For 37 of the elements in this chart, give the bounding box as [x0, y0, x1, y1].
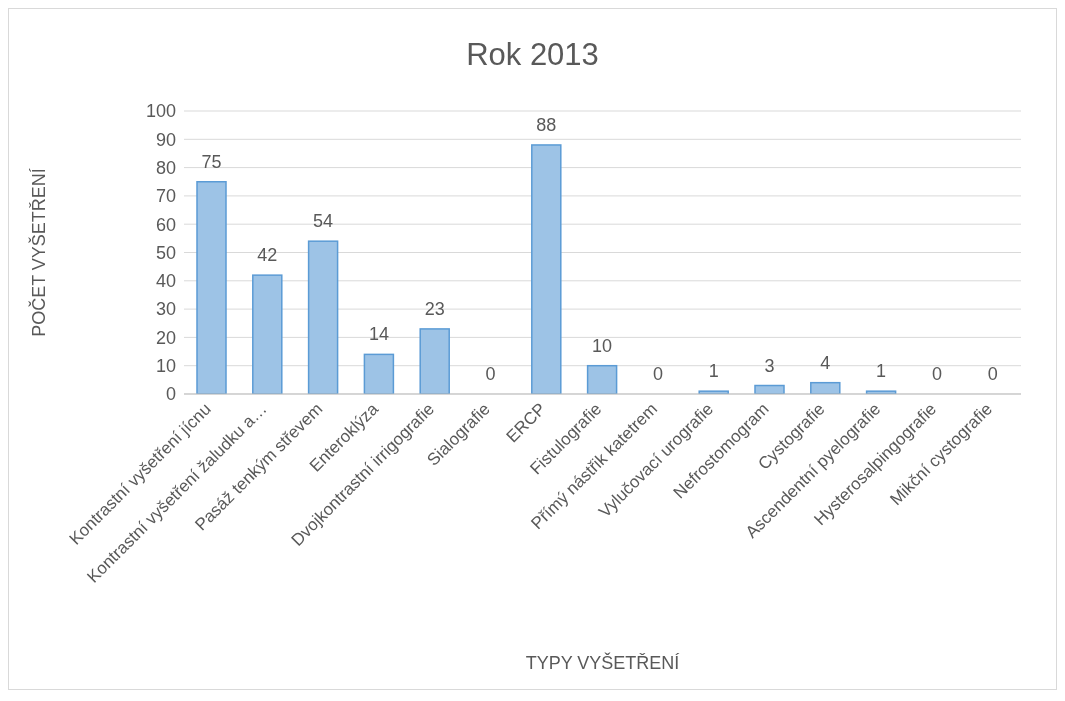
chart-title: Rok 2013 [465, 36, 600, 74]
data-label: 88 [536, 114, 557, 135]
data-label: 23 [424, 298, 445, 319]
y-axis-title: POČET VYŠETŘENÍ [28, 168, 50, 337]
data-label: 4 [820, 352, 831, 373]
data-label: 1 [876, 361, 887, 382]
bar [363, 353, 395, 394]
data-label: 3 [764, 355, 775, 376]
data-label: 0 [987, 364, 998, 384]
y-tick-label: 30 [155, 299, 176, 320]
bar [196, 181, 227, 394]
y-tick-label: 20 [155, 327, 176, 348]
data-label: 42 [257, 245, 278, 266]
y-tick-label: 80 [155, 157, 176, 178]
data-label: 0 [931, 364, 942, 384]
data-label: 54 [313, 211, 334, 232]
data-label: 0 [652, 364, 663, 384]
y-tick-label: 50 [155, 242, 176, 263]
data-label: 0 [485, 364, 496, 384]
data-label: 75 [201, 151, 222, 172]
bar [252, 274, 283, 394]
y-tick-label: 40 [155, 271, 176, 292]
bar [810, 381, 841, 394]
bar [307, 240, 339, 394]
y-tick-label: 70 [155, 186, 176, 207]
bar [531, 144, 562, 394]
x-axis-title: TYPY VYŠETŘENÍ [525, 652, 680, 673]
y-tick-label: 0 [165, 384, 176, 405]
data-label: 14 [368, 324, 389, 345]
bar [419, 328, 450, 394]
y-tick-label: 90 [155, 129, 176, 150]
bar [586, 364, 618, 394]
data-label: 1 [708, 361, 719, 382]
y-tick-label: 10 [155, 356, 176, 377]
y-tick-label: 60 [155, 214, 176, 235]
y-tick-label: 100 [145, 101, 176, 122]
data-label: 10 [592, 335, 613, 356]
